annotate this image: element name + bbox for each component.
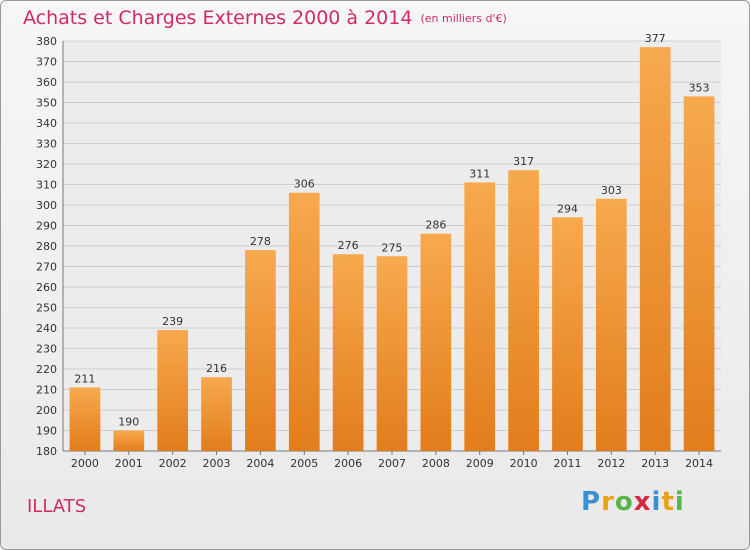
proxiti-logo: Proxiti [581,487,685,517]
x-tick-label: 2003 [203,457,231,470]
bar [376,256,408,451]
logo-letter: o [614,487,634,517]
x-tick-label: 2005 [290,457,318,470]
bar [464,182,496,451]
y-tick-label: 220 [36,363,57,376]
chart-subtitle: (en milliers d'€) [420,12,507,25]
bar [595,198,627,451]
logo-letter: i [674,487,685,517]
bar [639,47,671,452]
y-tick-label: 180 [36,445,57,458]
logo-letter: i [651,487,662,517]
data-label: 303 [601,184,622,197]
x-tick-label: 2014 [685,457,713,470]
bar [113,430,145,451]
data-label: 239 [162,315,183,328]
x-tick-label: 2009 [466,457,494,470]
x-tick-label: 2010 [510,457,538,470]
y-tick-label: 330 [36,138,57,151]
y-tick-label: 290 [36,220,57,233]
x-tick-label: 2000 [71,457,99,470]
data-label: 216 [206,362,227,375]
bar [69,387,101,451]
y-tick-label: 200 [36,404,57,417]
data-label: 306 [294,178,315,191]
data-label: 276 [338,239,359,252]
data-label: 211 [74,372,95,385]
data-label: 317 [513,155,534,168]
x-tick-label: 2002 [159,457,187,470]
y-tick-label: 380 [36,35,57,48]
bar [420,233,452,451]
y-tick-label: 270 [36,261,57,274]
data-label: 286 [425,219,446,232]
bar [683,96,715,451]
chart-title-text: Achats et Charges Externes 2000 à 2014 [23,7,413,29]
x-tick-label: 2011 [553,457,581,470]
bar [288,192,320,451]
bar [332,254,364,451]
y-tick-label: 240 [36,322,57,335]
logo-letter: r [601,487,615,517]
x-tick-label: 2007 [378,457,406,470]
y-tick-label: 260 [36,281,57,294]
logo-letter: P [581,487,602,517]
logo-letter: x [633,487,652,517]
y-tick-label: 370 [36,56,57,69]
y-tick-label: 360 [36,76,57,89]
y-tick-label: 300 [36,199,57,212]
bar [157,330,189,451]
data-label: 278 [250,235,271,248]
bar [508,170,539,451]
x-tick-label: 2006 [334,457,362,470]
y-tick-label: 320 [36,158,57,171]
bar [201,377,232,451]
y-tick-label: 250 [36,302,57,315]
commune-label: ILLATS [27,496,87,517]
chart-title: Achats et Charges Externes 2000 à 2014 (e… [23,7,507,29]
x-tick-label: 2013 [641,457,669,470]
bar [245,250,276,451]
y-tick-label: 190 [36,425,57,438]
x-tick-label: 2004 [246,457,274,470]
x-tick-label: 2001 [115,457,143,470]
y-tick-label: 340 [36,117,57,130]
data-label: 190 [118,416,139,429]
bar [552,217,583,451]
data-label: 275 [382,241,403,254]
data-label: 377 [645,32,666,45]
logo-letter: t [661,487,675,517]
y-tick-label: 210 [36,384,57,397]
data-label: 311 [469,167,490,180]
data-label: 294 [557,202,578,215]
y-tick-label: 310 [36,179,57,192]
y-tick-label: 280 [36,240,57,253]
x-tick-label: 2008 [422,457,450,470]
x-tick-label: 2012 [597,457,625,470]
y-tick-label: 230 [36,343,57,356]
y-tick-label: 350 [36,97,57,110]
data-label: 353 [689,81,710,94]
